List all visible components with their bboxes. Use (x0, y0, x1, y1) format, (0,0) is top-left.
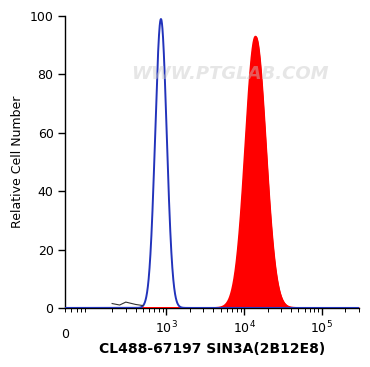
Text: 0: 0 (61, 328, 69, 341)
Y-axis label: Relative Cell Number: Relative Cell Number (11, 96, 24, 228)
Text: WWW.PTGLAB.COM: WWW.PTGLAB.COM (131, 65, 329, 83)
X-axis label: CL488-67197 SIN3A(2B12E8): CL488-67197 SIN3A(2B12E8) (99, 342, 325, 356)
